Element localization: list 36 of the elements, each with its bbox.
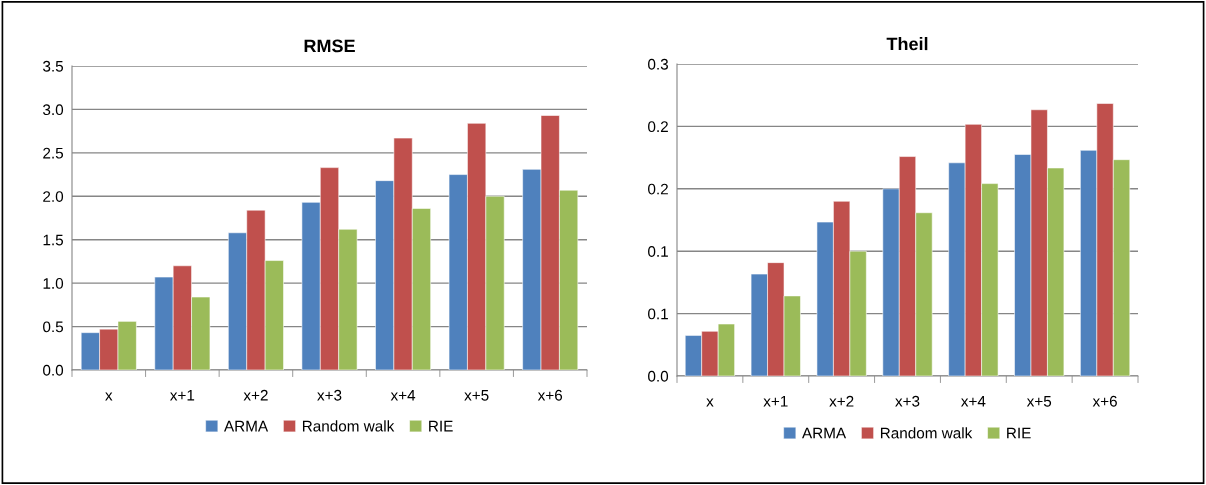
y-tick-label: 1.0 xyxy=(43,278,64,289)
x-tick-label: x xyxy=(706,398,714,407)
y-tick-label: 3.0 xyxy=(43,104,64,116)
legend-label: ARMA xyxy=(224,420,269,432)
y-tick-label: 0.0 xyxy=(648,370,669,382)
x-tick-label: x+5 xyxy=(464,390,489,401)
y-tick-label: 2.5 xyxy=(43,147,64,159)
x-tick-label: x+3 xyxy=(317,389,342,401)
y-tick-label: 0.2 xyxy=(648,121,668,133)
x-tick-label: x+5 xyxy=(1026,396,1052,407)
y-tick-label: 0.3 xyxy=(648,58,668,70)
x-tick-label: x+4 xyxy=(961,396,986,407)
y-tick-label: 0.2 xyxy=(648,183,668,195)
x-tick-label: x+2 xyxy=(829,395,854,407)
y-tick-label: 0.1 xyxy=(648,308,668,320)
x-tick-label: x+6 xyxy=(1092,395,1117,407)
x-tick-label: x+2 xyxy=(243,389,268,401)
chart-title: RMSE xyxy=(304,39,355,53)
legend-label: RIE xyxy=(1007,427,1031,439)
x-tick-label: x+1 xyxy=(170,390,195,401)
chart-title: Theil xyxy=(886,37,928,51)
y-tick-label: 0.1 xyxy=(648,246,668,257)
x-tick-label: x+6 xyxy=(537,389,563,401)
x-tick-label: x+4 xyxy=(390,390,416,401)
y-tick-label: 0.0 xyxy=(43,364,64,376)
x-tick-label: x+3 xyxy=(895,395,920,407)
y-tick-label: 3.5 xyxy=(43,60,64,72)
legend-label: RIE xyxy=(429,420,453,432)
y-tick-label: 1.5 xyxy=(43,234,64,246)
x-tick-label: x xyxy=(105,392,113,401)
y-tick-label: 0.5 xyxy=(43,321,64,333)
x-tick-label: x+1 xyxy=(763,396,788,407)
legend-label: Random walk xyxy=(302,420,395,432)
legend-label: ARMA xyxy=(802,427,847,439)
legend-label: Random walk xyxy=(880,427,973,439)
y-tick-label: 2.0 xyxy=(43,191,64,202)
